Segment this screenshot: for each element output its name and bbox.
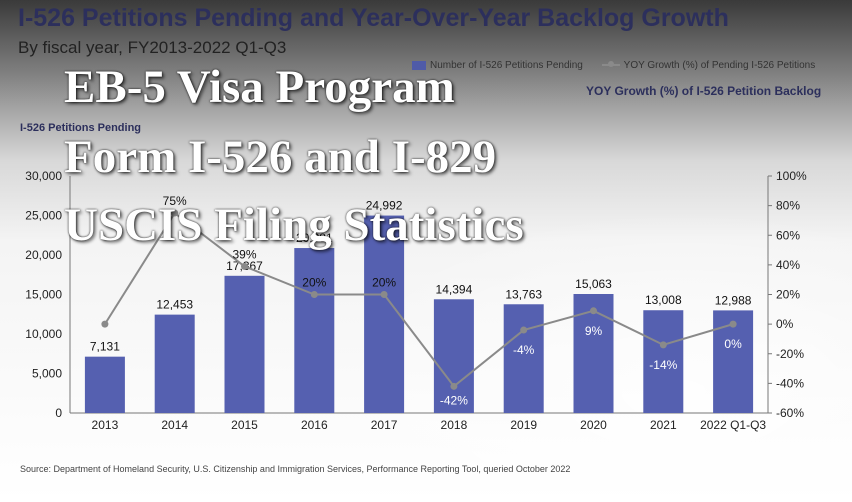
bar bbox=[503, 304, 544, 413]
x-tick-label: 2021 bbox=[650, 418, 677, 432]
right-tick-label: 0% bbox=[776, 317, 794, 331]
left-tick-label: 15,000 bbox=[25, 288, 62, 302]
chart-subtitle: By fiscal year, FY2013-2022 Q1-Q3 bbox=[18, 38, 287, 57]
bar bbox=[154, 314, 195, 413]
bar-value-label: 12,453 bbox=[156, 298, 193, 312]
x-tick-label: 2019 bbox=[510, 418, 537, 432]
bar-value-label: 12,988 bbox=[715, 293, 752, 307]
right-tick-label: 80% bbox=[776, 199, 800, 213]
yoy-growth-point bbox=[520, 326, 528, 334]
left-tick-label: 20,000 bbox=[25, 248, 62, 262]
bar bbox=[364, 215, 405, 413]
yoy-growth-label: 20% bbox=[302, 276, 326, 290]
bar-value-label: 15,063 bbox=[575, 277, 612, 291]
yoy-growth-point bbox=[171, 209, 179, 217]
left-tick-label: 0 bbox=[55, 406, 62, 420]
overlay-title-line-1: EB-5 Visa Program bbox=[64, 61, 455, 113]
x-tick-label: 2022 Q1-Q3 bbox=[700, 418, 766, 432]
x-tick-label: 2016 bbox=[301, 418, 328, 432]
left-tick-label: 5,000 bbox=[32, 367, 62, 381]
yoy-growth-label: 75% bbox=[163, 194, 187, 208]
legend-bar-label: Number of I-526 Petitions Pending bbox=[430, 60, 583, 71]
chart-legend: Number of I-526 Petitions Pending YOY Gr… bbox=[412, 60, 815, 71]
yoy-growth-point bbox=[450, 382, 458, 390]
yoy-growth-point bbox=[659, 341, 667, 349]
overlay-title-line-3: USCIS Filing Statistics bbox=[64, 199, 524, 251]
yoy-growth-point bbox=[380, 291, 388, 298]
bar bbox=[84, 356, 125, 413]
right-tick-label: 20% bbox=[776, 288, 800, 302]
x-tick-label: 2020 bbox=[580, 418, 607, 432]
x-tick-label: 2013 bbox=[92, 418, 119, 432]
x-tick-label: 2017 bbox=[371, 418, 398, 432]
left-axis-title: I-526 Petitions Pending bbox=[20, 122, 142, 134]
bar-value-label: 24,992 bbox=[366, 199, 403, 213]
yoy-growth-label: 0% bbox=[724, 337, 742, 351]
right-tick-label: 40% bbox=[776, 258, 800, 272]
bar-value-label: 20,881 bbox=[296, 231, 333, 245]
yoy-growth-label: -42% bbox=[440, 393, 468, 407]
yoy-growth-line bbox=[104, 211, 734, 388]
bar-value-label: 14,394 bbox=[436, 282, 473, 296]
bar-value-label: 7,131 bbox=[90, 340, 120, 354]
overlay-title-line-2: Form I-526 and I-829 bbox=[64, 131, 497, 183]
yoy-growth-label: 20% bbox=[372, 276, 396, 290]
x-tick-label: 2018 bbox=[441, 418, 468, 432]
bar bbox=[433, 299, 474, 413]
yoy-growth-label: -4% bbox=[513, 343, 535, 357]
yoy-growth-label: 9% bbox=[585, 324, 603, 338]
yoy-growth-point bbox=[729, 320, 737, 328]
right-axis-title: YOY Growth (%) of I-526 Petition Backlog bbox=[586, 84, 822, 98]
bar bbox=[224, 275, 265, 413]
right-tick-label: -20% bbox=[776, 347, 804, 361]
yoy-growth-point bbox=[101, 320, 109, 328]
bar-value-label: 13,008 bbox=[645, 293, 682, 307]
right-tick-label: -60% bbox=[776, 406, 804, 420]
yoy-growth-point bbox=[590, 307, 597, 315]
x-tick-label: 2015 bbox=[231, 418, 258, 432]
yoy-growth-label: -14% bbox=[649, 358, 677, 372]
yoy-growth-point bbox=[310, 291, 318, 298]
x-tick-label: 2014 bbox=[161, 418, 188, 432]
legend-line-label: YOY Growth (%) of Pending I-526 Petition… bbox=[623, 60, 816, 71]
right-tick-label: -40% bbox=[776, 376, 804, 390]
source-note: Source: Department of Homeland Security,… bbox=[20, 464, 571, 474]
legend-line-swatch bbox=[601, 61, 620, 68]
yoy-growth-point bbox=[241, 262, 248, 270]
yoy-growth-label: 39% bbox=[232, 247, 256, 261]
left-tick-label: 10,000 bbox=[25, 327, 62, 341]
right-tick-label: 100% bbox=[776, 169, 807, 183]
bar bbox=[294, 248, 335, 413]
bar-value-label: 13,763 bbox=[505, 287, 542, 301]
chart-title: I-526 Petitions Pending and Year-Over-Ye… bbox=[18, 4, 729, 32]
left-tick-label: 30,000 bbox=[25, 169, 62, 183]
legend-bar-swatch bbox=[412, 60, 426, 70]
left-tick-label: 25,000 bbox=[25, 209, 62, 223]
bar bbox=[643, 310, 684, 413]
right-tick-label: 60% bbox=[776, 228, 800, 242]
